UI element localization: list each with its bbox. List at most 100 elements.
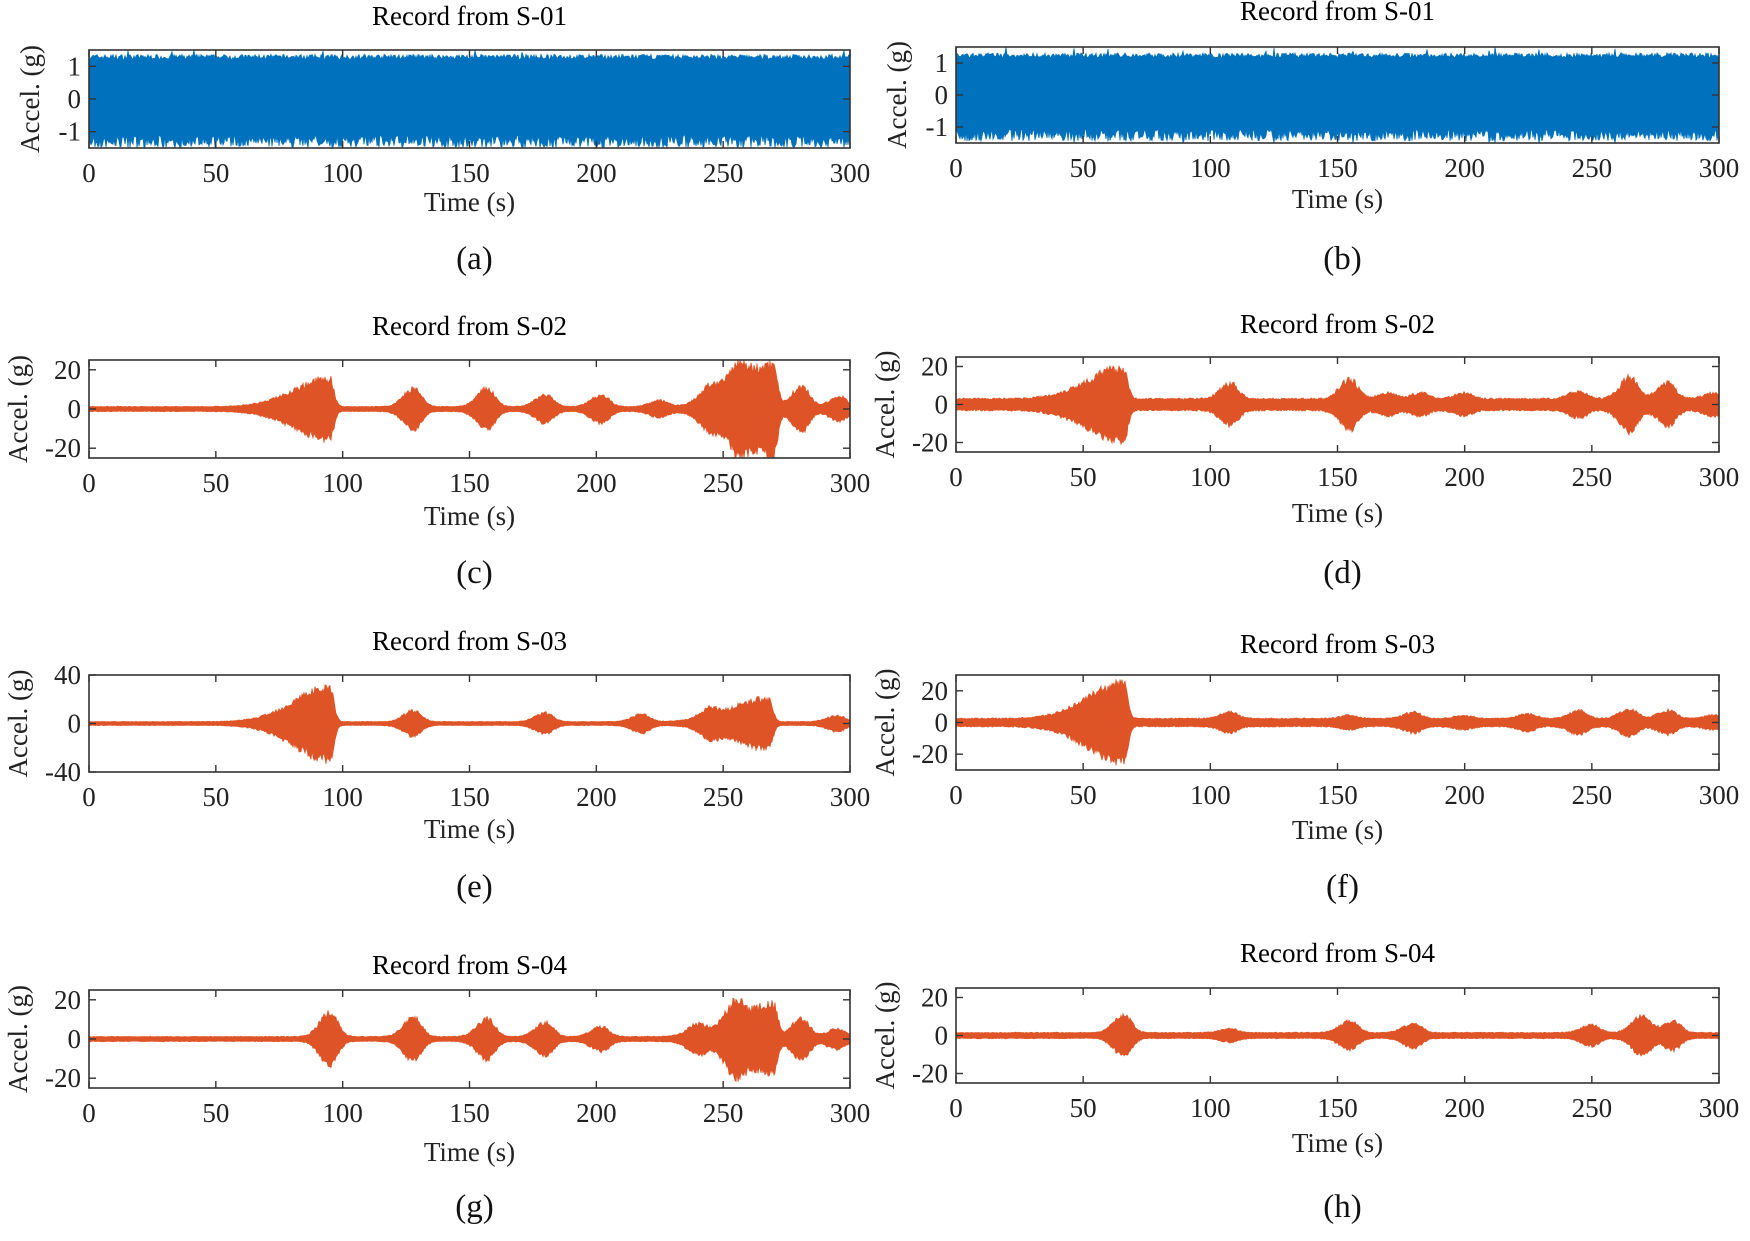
y-tick-label: -20 <box>45 1063 81 1093</box>
x-tick-label: 150 <box>449 158 490 188</box>
subplot-h: Record from S-040 50 100 150 200 250 300200-20… <box>870 938 1739 1225</box>
y-tick-label: 20 <box>921 676 948 706</box>
x-tick-label: 50 <box>202 782 229 812</box>
subplot-title: Record from S-03 <box>1240 629 1435 659</box>
x-tick-label: 0 <box>949 1093 963 1123</box>
x-axis-label: Time (s) <box>424 814 515 844</box>
signal-trace <box>955 1012 1720 1057</box>
x-axis-label: Time (s) <box>424 501 515 531</box>
x-tick-label: 150 <box>1317 780 1358 810</box>
x-tick-label: 50 <box>1070 153 1097 183</box>
y-axis-label: Accel. (g) <box>3 985 33 1093</box>
x-tick-label: 300 <box>830 468 871 498</box>
x-axis-label: Time (s) <box>1292 184 1383 214</box>
y-axis-label: Accel. (g) <box>870 982 900 1090</box>
x-tick-label: 0 <box>949 462 963 492</box>
x-tick-label: 250 <box>703 1098 744 1128</box>
panel-label: (g) <box>455 1189 493 1225</box>
y-tick-label: 20 <box>921 983 948 1013</box>
x-tick-label: 0 <box>949 780 963 810</box>
x-tick-label: 200 <box>1444 462 1485 492</box>
panel-label: (b) <box>1323 241 1361 277</box>
panel-label: (d) <box>1323 555 1361 591</box>
x-axis-label: Time (s) <box>424 187 515 217</box>
x-tick-label: 50 <box>1070 462 1097 492</box>
y-tick-label: -1 <box>59 117 82 147</box>
signal-trace <box>955 46 1720 144</box>
x-tick-label: 150 <box>1317 462 1358 492</box>
x-tick-label: 100 <box>322 468 363 498</box>
subplot-b: Record from S-010 50 100 150 200 250 30010-1Ac… <box>882 0 1739 277</box>
x-tick-label: 0 <box>82 1098 96 1128</box>
x-tick-label: 300 <box>1699 780 1740 810</box>
y-tick-label: 0 <box>935 1021 949 1051</box>
panel-label: (c) <box>456 555 493 591</box>
x-axis-label: Time (s) <box>424 1137 515 1167</box>
y-tick-label: 0 <box>68 709 82 739</box>
x-tick-label: 150 <box>1317 153 1358 183</box>
x-tick-label: 200 <box>576 468 617 498</box>
x-tick-label: 200 <box>576 158 617 188</box>
x-tick-label: 100 <box>1190 780 1231 810</box>
y-tick-label: -20 <box>912 1059 948 1089</box>
y-tick-label: 0 <box>935 708 949 738</box>
x-tick-label: 250 <box>1572 462 1613 492</box>
x-tick-label: 200 <box>1444 153 1485 183</box>
x-tick-label: 0 <box>82 782 96 812</box>
subplot-title: Record from S-04 <box>1240 938 1435 968</box>
signal-trace <box>955 679 1720 766</box>
panel-label: (f) <box>1326 869 1359 905</box>
x-tick-label: 300 <box>1699 462 1740 492</box>
subplot-e: Record from S-030 50 100 150 200 250 300400-40… <box>3 626 870 905</box>
subplot-title: Record from S-01 <box>372 1 567 31</box>
x-tick-label: 50 <box>1070 780 1097 810</box>
y-axis-label: Accel. (g) <box>870 669 900 777</box>
y-tick-label: 1 <box>935 48 949 78</box>
y-tick-label: 20 <box>54 355 81 385</box>
subplot-title: Record from S-02 <box>372 311 567 341</box>
subplot-c: Record from S-020 50 100 150 200 250 300200-20… <box>3 311 870 591</box>
x-tick-label: 200 <box>1444 780 1485 810</box>
x-tick-label: 50 <box>202 1098 229 1128</box>
x-tick-label: 150 <box>449 468 490 498</box>
y-tick-label: -20 <box>912 428 948 458</box>
y-tick-label: 40 <box>54 660 81 690</box>
x-tick-label: 150 <box>449 1098 490 1128</box>
x-tick-label: 300 <box>830 158 871 188</box>
panel-label: (a) <box>456 241 493 277</box>
y-tick-label: 0 <box>68 84 82 114</box>
x-axis-label: Time (s) <box>1292 1128 1383 1158</box>
signal-trace <box>88 359 851 459</box>
subplot-d: Record from S-020 50 100 150 200 250 300200-20… <box>870 309 1739 591</box>
subplot-title: Record from S-01 <box>1240 0 1435 26</box>
x-tick-label: 100 <box>322 782 363 812</box>
x-tick-label: 250 <box>1572 153 1613 183</box>
y-tick-label: -40 <box>45 757 81 787</box>
y-tick-label: 0 <box>935 80 949 110</box>
x-tick-label: 300 <box>830 782 871 812</box>
x-tick-label: 250 <box>703 468 744 498</box>
x-tick-label: 200 <box>576 782 617 812</box>
y-tick-label: 0 <box>68 1024 82 1054</box>
subplot-g: Record from S-040 50 100 150 200 250 300200-20… <box>3 950 870 1225</box>
x-tick-label: 250 <box>1572 780 1613 810</box>
signal-trace <box>88 49 851 150</box>
x-tick-label: 250 <box>1572 1093 1613 1123</box>
x-tick-label: 0 <box>949 153 963 183</box>
y-axis-label: Accel. (g) <box>870 351 900 459</box>
y-axis-label: Accel. (g) <box>882 41 912 149</box>
x-tick-label: 100 <box>322 1098 363 1128</box>
y-tick-label: 0 <box>68 394 82 424</box>
subplot-title: Record from S-02 <box>1240 309 1435 339</box>
x-tick-label: 100 <box>322 158 363 188</box>
x-tick-label: 250 <box>703 782 744 812</box>
x-tick-label: 0 <box>82 158 96 188</box>
x-tick-label: 100 <box>1190 153 1231 183</box>
x-tick-label: 50 <box>202 468 229 498</box>
signal-trace <box>88 684 851 764</box>
x-tick-label: 250 <box>703 158 744 188</box>
y-tick-label: -1 <box>926 112 949 142</box>
y-tick-label: -20 <box>45 433 81 463</box>
y-tick-label: 1 <box>68 51 82 81</box>
